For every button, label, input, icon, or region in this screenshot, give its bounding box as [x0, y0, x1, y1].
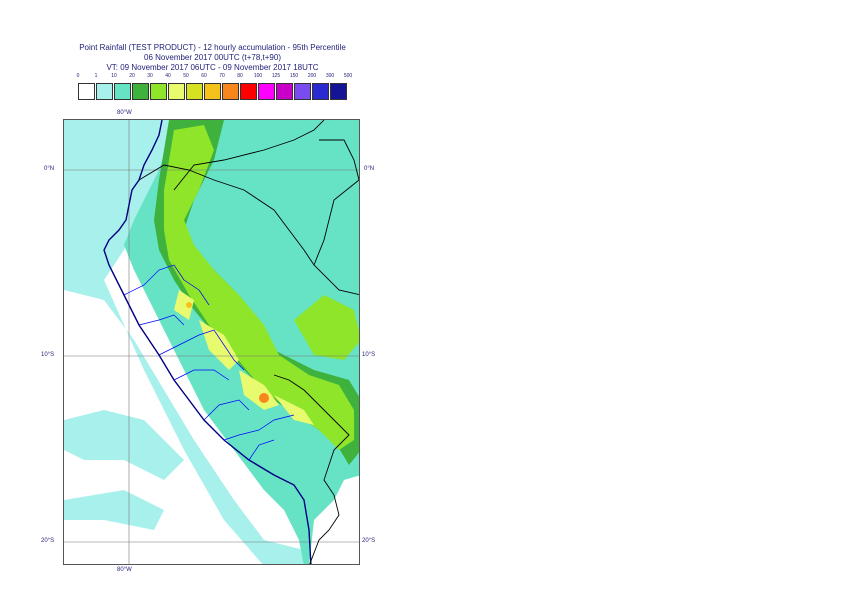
legend-threshold-label: 150 [289, 73, 299, 79]
legend-color-box [204, 83, 221, 100]
legend-threshold-label: 1 [94, 73, 98, 79]
base-time-label: 06 November 2017 00UTC (t+78,t+90) [144, 53, 281, 62]
lat-label-left-10s: 10°S [41, 352, 55, 358]
legend-threshold-label: 60 [201, 73, 207, 79]
orange-rain-spot [186, 302, 192, 308]
legend-threshold-label: 125 [271, 73, 281, 79]
legend-color-box [168, 83, 185, 100]
national-border [173, 120, 325, 191]
lat-label-left-20s: 20°S [41, 538, 55, 544]
legend-color-box [114, 83, 131, 100]
legend-color-box [240, 83, 257, 100]
legend-threshold-label: 0 [76, 73, 80, 79]
national-border [313, 139, 359, 266]
legend-color-box [330, 83, 347, 100]
legend-threshold-label: 50 [183, 73, 189, 79]
legend-threshold-label: 300 [325, 73, 335, 79]
rainfall-map[interactable] [63, 119, 360, 565]
lat-label-left-0: 0°N [44, 166, 55, 172]
legend-threshold-label: 100 [253, 73, 263, 79]
orange-rain-spot [259, 393, 269, 403]
legend-color-box [294, 83, 311, 100]
legend-threshold-label: 40 [165, 73, 171, 79]
legend-threshold-label: 200 [307, 73, 317, 79]
legend-color-box [96, 83, 113, 100]
national-border [138, 164, 359, 296]
legend-color-box [222, 83, 239, 100]
legend-color-box [132, 83, 149, 100]
map-canvas [64, 120, 359, 564]
legend-color-box [258, 83, 275, 100]
lat-label-right-20s: 20°S [362, 538, 376, 544]
admin-boundaries [123, 264, 295, 461]
legend-threshold-label: 500 [343, 73, 353, 79]
legend-color-box [186, 83, 203, 100]
lon-label-top: 80°W [117, 110, 132, 116]
legend-color-box [312, 83, 329, 100]
legend-threshold-label: 20 [129, 73, 135, 79]
valid-time-label: VT: 09 November 2017 06UTC - 09 November… [106, 63, 319, 72]
legend-color-box [78, 83, 95, 100]
map-title: Point Rainfall (TEST PRODUCT) - 12 hourl… [79, 43, 346, 52]
lat-label-right-10s: 10°S [362, 352, 376, 358]
ocean-rain-band [64, 120, 304, 564]
lon-label-bottom: 80°W [117, 567, 132, 573]
legend-threshold-label: 70 [219, 73, 225, 79]
national-border [273, 374, 350, 564]
legend-color-box [150, 83, 167, 100]
graticule [64, 120, 359, 564]
lat-label-right-0: 0°N [364, 166, 375, 172]
legend-threshold-label: 30 [147, 73, 153, 79]
legend-color-box [276, 83, 293, 100]
legend-threshold-label: 10 [111, 73, 117, 79]
legend-threshold-label: 80 [237, 73, 243, 79]
color-legend: 0 1 10 20 30 40 50 60 70 80 100 125 150 200 300 500 [76, 73, 353, 103]
